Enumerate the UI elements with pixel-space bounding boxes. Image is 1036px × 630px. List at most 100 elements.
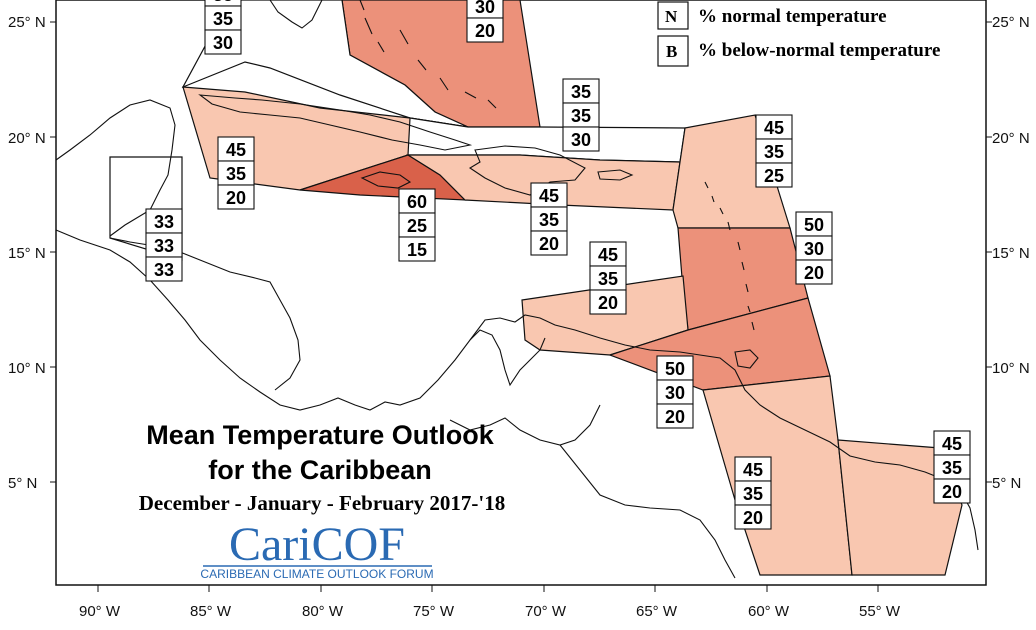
lat-label-20: 20° N: [8, 130, 46, 147]
stack-value: 20: [539, 234, 559, 254]
stack-value: 45: [743, 460, 763, 480]
stack-cell: [656, 403, 694, 429]
stack-value: 35: [213, 9, 233, 29]
stack-suriname-french-guiana: 45 35 20: [933, 430, 971, 504]
lon-label-80: 80° W: [302, 603, 344, 620]
stack-cell: [755, 114, 793, 140]
stack-cell: [734, 456, 772, 482]
stack-cell: [589, 289, 627, 315]
stack-value: 33: [154, 260, 174, 280]
stack-cayman: 45 35 20: [217, 136, 255, 210]
stack-value: 35: [539, 210, 559, 230]
lat-label-10: 10° N: [8, 360, 46, 377]
lon-ticks-bottom: 90° W 85° W 80° W 75° W 70° W 65° W 60° …: [79, 585, 901, 620]
lon-label-70: 70° W: [525, 603, 567, 620]
coast-south-america-pacific: [559, 444, 736, 579]
stack-cell: [145, 256, 183, 282]
lon-label-90: 90° W: [79, 603, 121, 620]
stack-guyana: 45 35 20: [734, 456, 772, 530]
stack-cell: [755, 162, 793, 188]
lat-label-10-right: 10° N: [992, 360, 1030, 377]
stack-cell: [398, 212, 436, 238]
stack-value: 30: [665, 383, 685, 403]
stack-value: 25: [764, 166, 784, 186]
coast-colombia-venezuela: [469, 314, 979, 551]
title-line-1: Mean Temperature Outlook: [146, 420, 495, 450]
legend: N % normal temperature B % below-normal …: [657, 1, 940, 67]
stack-trinidad-tobago: 50 30 20: [656, 355, 694, 429]
lon-label-75: 75° W: [413, 603, 455, 620]
stack-value: 20: [743, 508, 763, 528]
stack-cell: [562, 102, 600, 128]
legend-label-below: % below-normal temperature: [698, 40, 940, 61]
lon-label-60: 60° W: [748, 603, 790, 620]
coast-central-america: [55, 229, 546, 411]
stack-hispaniola-puerto-rico: 45 35 20: [530, 182, 568, 256]
stack-value: 20: [942, 482, 962, 502]
coast-bahamas: [359, 0, 497, 109]
stack-cell: [656, 355, 694, 381]
stack-value: 50: [665, 359, 685, 379]
legend-key-b: B: [666, 42, 677, 61]
stack-value: 35: [743, 484, 763, 504]
coast-jamaica: [360, 171, 412, 189]
lat-label-5: 5° N: [8, 475, 37, 492]
lon-label-65: 65° W: [636, 603, 678, 620]
stack-value: 35: [598, 269, 618, 289]
stack-value: 20: [665, 407, 685, 427]
stack-value: 45: [764, 118, 784, 138]
lat-label-15-right: 15° N: [992, 245, 1030, 262]
stack-cell: [204, 29, 242, 55]
stack-value: 33: [154, 236, 174, 256]
stack-value: 45: [598, 245, 618, 265]
stack-value: 35: [764, 142, 784, 162]
stack-value: 35: [571, 82, 591, 102]
lat-label-25: 25° N: [8, 14, 46, 31]
stack-value: 33: [154, 212, 174, 232]
stack-abc-islands: 45 35 20: [589, 241, 627, 315]
coast-florida: [269, 0, 323, 29]
lat-label-20-right: 20° N: [992, 130, 1030, 147]
stack-value: 30: [213, 33, 233, 53]
legend-key-box-n: [657, 1, 689, 30]
stack-value: 60: [407, 192, 427, 212]
coast-pacific-panama: [449, 404, 601, 446]
stack-cell: [217, 136, 255, 162]
stack-cell: [398, 236, 436, 262]
stack-cell: [562, 78, 600, 104]
stack-cell: [795, 211, 833, 237]
lat-label-15: 15° N: [8, 245, 46, 262]
coast-trinidad: [734, 349, 759, 369]
lon-label-55: 55° W: [859, 603, 901, 620]
stack-cell: [530, 230, 568, 256]
subtitle: December - January - February 2017-'18: [139, 491, 505, 515]
stack-value: 30: [804, 239, 824, 259]
stack-value: 45: [942, 434, 962, 454]
stack-cell: [656, 379, 694, 405]
stack-cell: [933, 478, 971, 504]
stack-cell: [755, 138, 793, 164]
coastlines: [55, 0, 979, 579]
coast-hispaniola: [468, 145, 586, 196]
stack-value: 50: [804, 215, 824, 235]
stack-turks-caicos: 35 35 30: [562, 78, 600, 152]
stack-value: 20: [475, 21, 495, 41]
stack-value: 35: [942, 458, 962, 478]
stack-cell: [734, 504, 772, 530]
stack-cell: [933, 430, 971, 456]
stack-value: 30: [475, 0, 495, 17]
coast-puerto-rico: [597, 169, 634, 181]
stack-value: 45: [539, 186, 559, 206]
stack-value: 35: [571, 106, 591, 126]
stack-bahamas-west: 35 35 30: [204, 0, 242, 55]
stack-cell: [795, 235, 833, 261]
stack-value: 25: [407, 216, 427, 236]
stack-cell: [217, 184, 255, 210]
stack-northern-leewards: 45 35 25: [755, 114, 793, 188]
stack-value: 20: [598, 293, 618, 313]
stack-value: 20: [804, 263, 824, 283]
stack-value: 35: [213, 0, 233, 5]
stack-cell: [562, 126, 600, 152]
title-line-2: for the Caribbean: [208, 455, 432, 485]
